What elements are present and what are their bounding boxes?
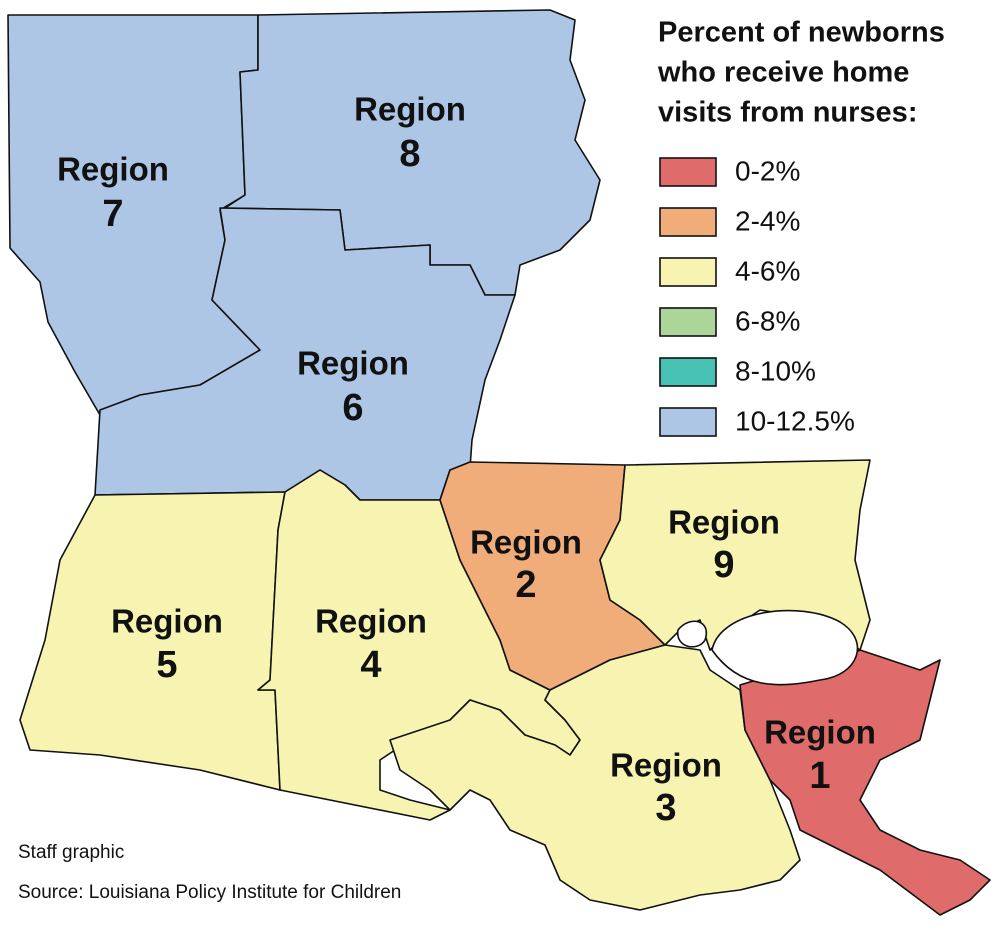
regions	[7, 9, 991, 916]
region-label: Region	[315, 603, 427, 640]
legend-title: who receive home	[657, 57, 909, 89]
lake	[677, 620, 708, 648]
source: Source: Louisiana Policy Institute for C…	[18, 882, 401, 903]
region-1-shape	[739, 649, 991, 916]
legend-label: 4-6%	[735, 255, 800, 286]
region-label: Region	[57, 151, 169, 188]
region-5-shape	[19, 491, 286, 791]
region-labels: Region 7 Region 8 Region 6 Region 2 Regi…	[57, 91, 876, 829]
legend-swatch	[659, 407, 717, 437]
legend-swatch	[659, 257, 717, 287]
legend-label: 8-10%	[735, 355, 816, 386]
legend-label: 10-12.5%	[735, 405, 855, 436]
legend-title: visits from nurses:	[658, 97, 917, 129]
region-number: 2	[515, 564, 536, 606]
legend-label: 6-8%	[735, 305, 800, 336]
legend-title: Percent of newborns	[658, 17, 945, 49]
region-number: 8	[399, 133, 420, 175]
legend: Percent of newborns who receive home visit…	[657, 17, 945, 437]
legend-swatch	[659, 307, 717, 337]
region-label: Region	[764, 714, 876, 751]
legend-label: 0-2%	[735, 155, 800, 186]
legend-swatch	[659, 157, 717, 187]
region-number: 3	[655, 787, 676, 829]
region-number: 4	[360, 644, 381, 686]
region-label: Region	[610, 747, 722, 784]
legend-swatch	[659, 207, 717, 237]
region-number: 5	[156, 644, 177, 686]
lake	[711, 609, 859, 686]
legend-swatch	[659, 357, 717, 387]
region-number: 6	[342, 387, 363, 429]
region-label: Region	[297, 345, 409, 382]
region-label: Region	[354, 91, 466, 128]
region-label: Region	[111, 603, 223, 640]
region-label: Region	[470, 524, 582, 561]
credit: Staff graphic	[18, 842, 124, 863]
region-number: 1	[809, 755, 830, 797]
region-label: Region	[668, 504, 780, 541]
legend-label: 2-4%	[735, 205, 800, 236]
region-number: 9	[713, 544, 734, 586]
region-number: 7	[102, 193, 123, 235]
